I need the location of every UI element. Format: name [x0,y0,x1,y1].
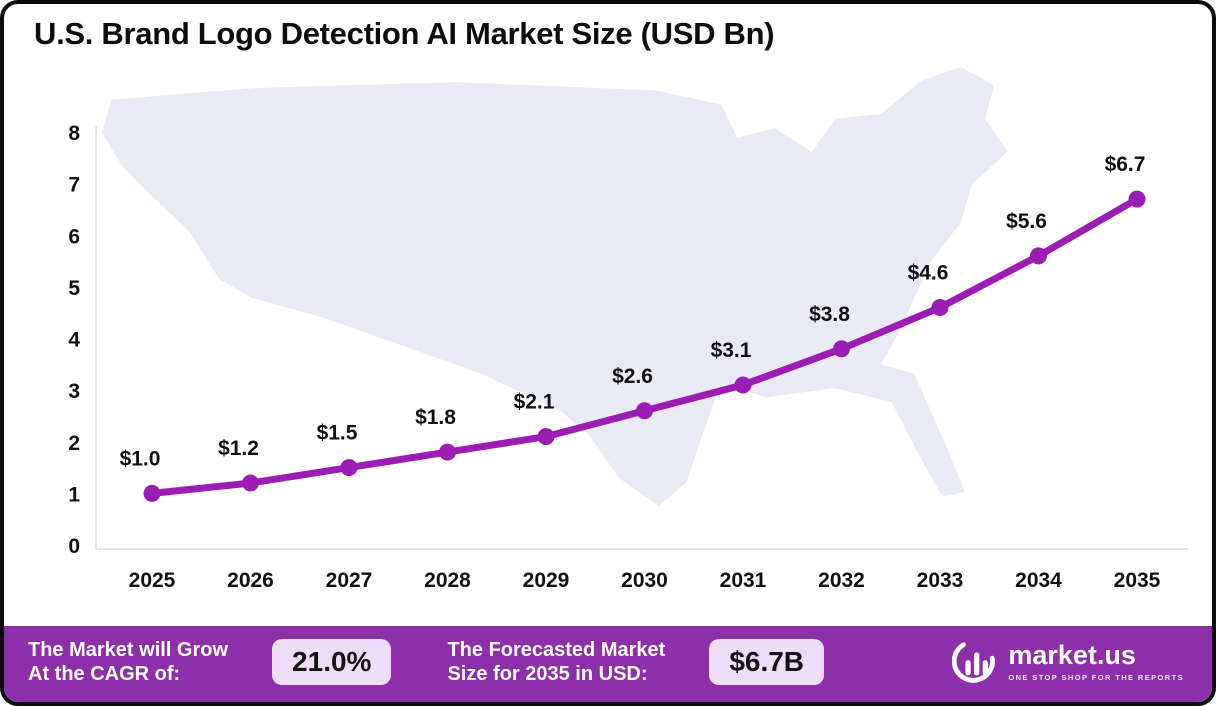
data-point [1030,247,1047,265]
data-label: $1.5 [317,422,358,445]
y-axis-label: 3 [68,380,80,403]
data-point [340,459,358,477]
data-point [143,484,161,502]
y-axis-label: 6 [68,225,80,248]
y-axis-label: 4 [68,329,80,352]
x-axis-label: 2034 [1015,569,1062,592]
data-label: $3.1 [711,339,752,362]
x-axis-label: 2033 [917,569,964,592]
data-point [242,474,259,492]
data-label: $3.8 [809,303,850,326]
data-label: $5.6 [1006,210,1047,233]
x-axis-label: 2030 [621,569,668,592]
line-series [148,195,1141,497]
data-label: $1.8 [415,406,456,429]
line-chart: 0 1 2 3 4 5 6 7 8 2025 2026 2027 2028 2029 2030 2031 203… [68,122,1188,592]
data-label: $2.1 [514,391,555,414]
x-axis-label: 2026 [227,569,274,592]
y-axis-label: 8 [68,122,80,145]
x-axis-label: 2029 [523,569,570,592]
y-axis-label: 2 [68,432,80,455]
data-label: $6.7 [1105,153,1146,176]
brand-tagline: ONE STOP SHOP FOR THE REPORTS [1008,673,1184,682]
cagr-label: The Market will Grow At the CAGR of: [28,638,229,685]
data-point [636,402,653,420]
data-point [734,376,752,394]
marketus-logo-icon [952,642,996,683]
y-axis-label: 5 [68,277,80,300]
data-point [1128,190,1146,208]
x-axis-label: 2035 [1114,569,1161,592]
footer-bar: The Market will Grow At the CAGR of: 21.… [4,626,1212,702]
data-label: $1.2 [218,437,259,460]
brand-name: market.us [1008,640,1136,670]
x-axis-label: 2031 [720,569,767,592]
data-label: $2.6 [612,365,653,388]
data-point [439,443,456,461]
x-axis-label: 2027 [326,569,373,592]
marketus-logo: market.us ONE STOP SHOP FOR THE REPORTS [952,639,1184,685]
data-label: $1.0 [120,447,161,470]
x-axis-label: 2025 [129,569,176,592]
y-axis-label: 1 [68,483,80,506]
x-axis-label: 2028 [424,569,471,592]
forecast-label: The Forecasted Market Size for 2035 in U… [447,638,666,685]
data-point [931,299,949,317]
data-label: $4.6 [908,262,949,285]
chart-title: U.S. Brand Logo Detection AI Market Size… [34,16,775,51]
forecast-value-badge: $6.7B [709,639,825,685]
y-axis-label: 0 [68,535,80,558]
data-point [833,340,850,358]
y-axis-label: 7 [68,174,80,197]
data-point [537,428,555,446]
cagr-value-badge: 21.0% [272,639,392,685]
x-axis-label: 2032 [818,569,865,592]
